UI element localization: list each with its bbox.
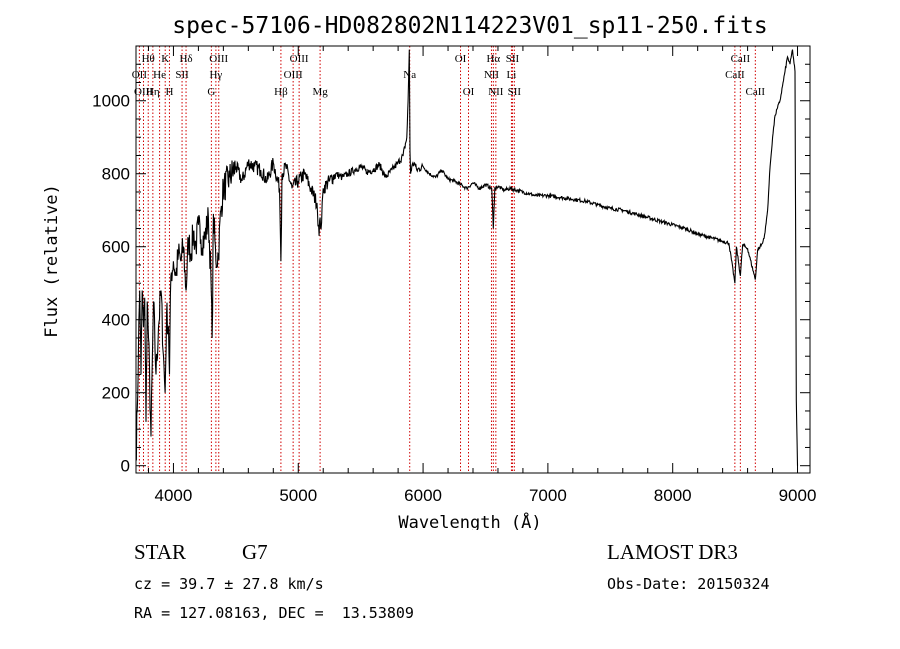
line-marker-label: OI [463, 86, 475, 98]
y-tick-label: 400 [102, 311, 130, 330]
flux-series-line [135, 49, 799, 466]
line-marker-label: H [165, 86, 173, 98]
x-tick-label: 6000 [404, 486, 442, 505]
y-axis-ticks: 0 200 400 600 800 1000 [92, 45, 810, 476]
x-tick-label: 5000 [279, 486, 317, 505]
survey-name: LAMOST DR3 [607, 540, 738, 564]
line-marker-label: G [207, 86, 215, 98]
y-axis-label: Flux (relative) [42, 184, 62, 338]
line-marker-label: Hγ [209, 69, 222, 81]
line-marker-label: Mg [312, 86, 328, 98]
observation-date: Obs-Date: 20150324 [607, 575, 770, 593]
line-marker-label: CaII [731, 53, 751, 65]
line-marker-label: OII [132, 69, 148, 81]
line-marker-label: NII [488, 86, 504, 98]
x-tick-label: 4000 [155, 486, 193, 505]
line-marker-label: SII [506, 53, 520, 65]
line-marker-label: OIII [134, 86, 153, 98]
y-tick-label: 800 [102, 165, 130, 184]
y-tick-label: 0 [121, 457, 130, 476]
line-marker-label: OI [455, 53, 467, 65]
line-markers [138, 46, 756, 473]
x-axis-ticks: 4000 5000 6000 7000 8000 9000 [147, 46, 817, 505]
y-tick-label: 1000 [92, 92, 130, 111]
spectral-subclass: G7 [242, 540, 268, 564]
line-marker-label: Hθ [142, 53, 155, 65]
line-marker-label: Li [507, 69, 517, 81]
x-tick-label: 7000 [529, 486, 567, 505]
line-marker-label: OIII [209, 53, 228, 65]
line-marker-label: SII [508, 86, 522, 98]
y-tick-label: 200 [102, 384, 130, 403]
x-tick-label: 8000 [654, 486, 692, 505]
y-tick-label: 600 [102, 238, 130, 257]
redshift-readout: cz = 39.7 ± 27.8 km/s [134, 575, 324, 593]
object-class: STAR [134, 540, 186, 564]
line-marker-label: He [153, 69, 166, 81]
plot-frame [135, 45, 811, 474]
x-tick-label: 9000 [779, 486, 817, 505]
line-marker-label: Hα [486, 53, 500, 65]
x-axis-label: Wavelength (Å) [398, 511, 541, 530]
line-marker-label: CaII [746, 86, 766, 98]
line-marker-label: Hη [146, 86, 160, 98]
coordinates-readout: RA = 127.08163, DEC = 13.53809 [134, 604, 414, 622]
line-marker-label: K [161, 53, 169, 65]
line-marker-label: SII [175, 69, 189, 81]
line-marker-label: OIII [290, 53, 309, 65]
line-marker-label: NII [484, 69, 500, 81]
line-marker-label: CaII [725, 69, 745, 81]
line-marker-label: OIII [284, 69, 303, 81]
line-marker-label: Hδ [179, 53, 192, 65]
spectrum-chart: spec-57106-HD082802N114223V01_sp11-250.f… [42, 13, 817, 530]
chart-title: spec-57106-HD082802N114223V01_sp11-250.f… [172, 13, 767, 39]
line-marker-label: Hβ [274, 86, 288, 98]
